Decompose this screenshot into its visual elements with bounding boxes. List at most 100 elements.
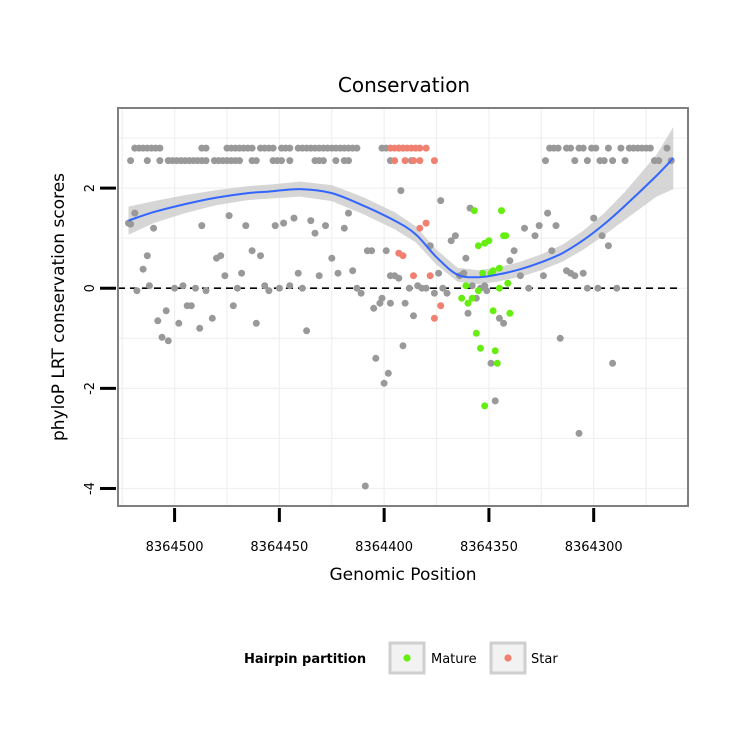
point-other — [521, 224, 528, 232]
point-other — [462, 254, 470, 262]
point-other — [372, 354, 380, 362]
x-axis: 8364500 8364450 8364400 8364350 8364300 — [146, 508, 623, 555]
point-star — [422, 219, 430, 227]
point-other — [552, 222, 560, 230]
point-other — [257, 252, 264, 260]
point-other — [487, 359, 495, 367]
point-other — [579, 144, 587, 152]
point-other — [617, 144, 625, 152]
point-other — [621, 157, 629, 165]
point-other — [531, 232, 539, 240]
point-mature — [479, 269, 487, 277]
y-axis: 2 0 -2 -4 — [83, 184, 116, 495]
point-other — [535, 222, 543, 230]
point-other — [567, 144, 575, 152]
point-other — [483, 287, 491, 295]
point-other — [378, 294, 386, 302]
point-other — [386, 299, 394, 307]
point-mature — [485, 237, 493, 245]
point-mature — [477, 344, 484, 352]
point-other — [590, 214, 598, 222]
point-other — [280, 219, 288, 227]
point-other — [571, 157, 579, 165]
point-other — [278, 157, 285, 165]
y-tick-label: -2 — [83, 382, 98, 395]
point-other — [655, 157, 663, 165]
point-other — [516, 272, 524, 280]
point-other — [435, 269, 443, 277]
y-tick-label: -4 — [83, 482, 98, 495]
point-other — [401, 299, 409, 307]
point-other — [303, 327, 311, 335]
point-star — [416, 144, 424, 152]
point-other — [386, 272, 394, 280]
point-other — [275, 284, 283, 292]
point-other — [542, 157, 549, 165]
point-other — [548, 247, 556, 255]
point-other — [410, 312, 417, 320]
point-star — [401, 157, 409, 165]
point-other — [544, 209, 552, 217]
point-other — [286, 157, 294, 165]
point-other — [307, 217, 315, 225]
point-star — [391, 157, 399, 165]
legend-swatch-star — [504, 654, 512, 662]
point-other — [382, 247, 390, 255]
point-other — [179, 282, 187, 290]
point-other — [192, 284, 199, 292]
point-other — [156, 157, 164, 165]
point-other — [265, 287, 273, 295]
point-other — [286, 144, 294, 152]
point-other — [248, 144, 256, 152]
point-other — [349, 267, 357, 275]
point-other — [510, 247, 518, 255]
point-other — [609, 359, 617, 367]
plot-panel-border — [117, 107, 689, 507]
point-star — [416, 157, 424, 165]
point-other — [332, 157, 340, 165]
point-other — [491, 397, 499, 405]
point-mature — [493, 359, 501, 367]
point-other — [202, 287, 210, 295]
grid-lines — [118, 108, 688, 506]
legend-label-star: Star — [531, 652, 558, 667]
point-other — [315, 272, 323, 280]
point-other — [233, 284, 241, 292]
point-mature — [468, 294, 476, 302]
x-tick-label: 8364300 — [565, 540, 623, 555]
point-other — [298, 284, 306, 292]
point-other — [164, 337, 172, 345]
point-other — [162, 307, 170, 315]
point-other — [150, 224, 158, 232]
point-other — [261, 282, 269, 290]
point-mature — [474, 242, 482, 250]
point-other — [202, 144, 210, 152]
point-other — [175, 319, 183, 327]
point-other — [225, 212, 233, 220]
point-other — [311, 229, 319, 237]
point-other — [571, 272, 579, 280]
point-other — [145, 282, 153, 290]
point-star — [410, 157, 417, 165]
point-other — [252, 157, 260, 165]
point-other — [143, 252, 151, 260]
point-other — [464, 309, 472, 317]
point-mature — [495, 264, 503, 272]
point-other — [380, 379, 388, 387]
point-other — [604, 144, 612, 152]
point-other — [271, 222, 279, 230]
point-other — [370, 304, 378, 312]
point-star — [422, 144, 430, 152]
point-other — [646, 144, 654, 152]
point-other — [384, 369, 392, 377]
point-star — [437, 302, 445, 310]
point-mature — [491, 347, 499, 355]
point-star — [410, 272, 417, 280]
point-other — [439, 284, 447, 292]
point-other — [525, 284, 533, 292]
point-other — [242, 222, 250, 230]
point-other — [447, 237, 455, 245]
point-other — [139, 265, 147, 273]
point-other — [443, 289, 451, 297]
